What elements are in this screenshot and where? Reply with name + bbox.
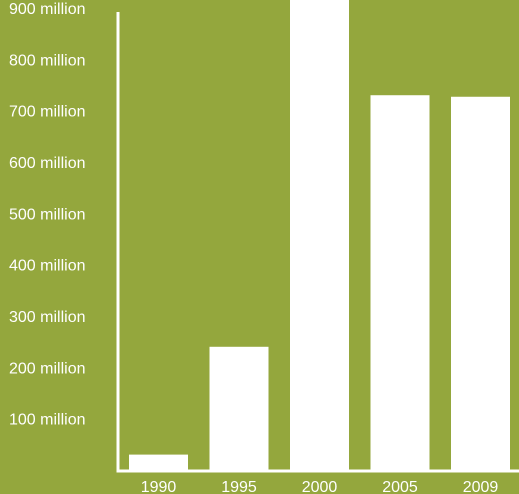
x-tick-label: 1990 (141, 479, 177, 494)
x-tick-label: 1995 (221, 479, 257, 494)
y-tick-label: 300 million (9, 309, 85, 326)
bar-1990 (129, 454, 188, 470)
bar-2000 (290, 0, 349, 471)
y-tick-label: 800 million (9, 52, 85, 69)
bar-1995 (209, 346, 269, 470)
x-axis-category-labels: 1990 1995 2000 2005 2009 (141, 479, 499, 494)
bar-2009 (451, 96, 510, 470)
bar-series (129, 0, 510, 471)
y-tick-label: 600 million (9, 155, 85, 172)
y-tick-label: 500 million (9, 206, 85, 223)
axes (116, 12, 519, 473)
y-tick-label: 200 million (9, 360, 85, 377)
y-tick-label: 900 million (9, 1, 85, 18)
x-tick-label: 2005 (382, 479, 418, 494)
y-tick-label: 400 million (9, 258, 85, 275)
y-tick-label: 700 million (9, 104, 85, 121)
y-tick-label: 100 million (9, 412, 85, 429)
y-axis-tick-labels: 100 million 200 million 300 million 400 mil… (9, 1, 85, 429)
bar-2005 (370, 95, 430, 470)
x-tick-label: 2009 (463, 479, 499, 494)
x-tick-label: 2000 (302, 479, 338, 494)
